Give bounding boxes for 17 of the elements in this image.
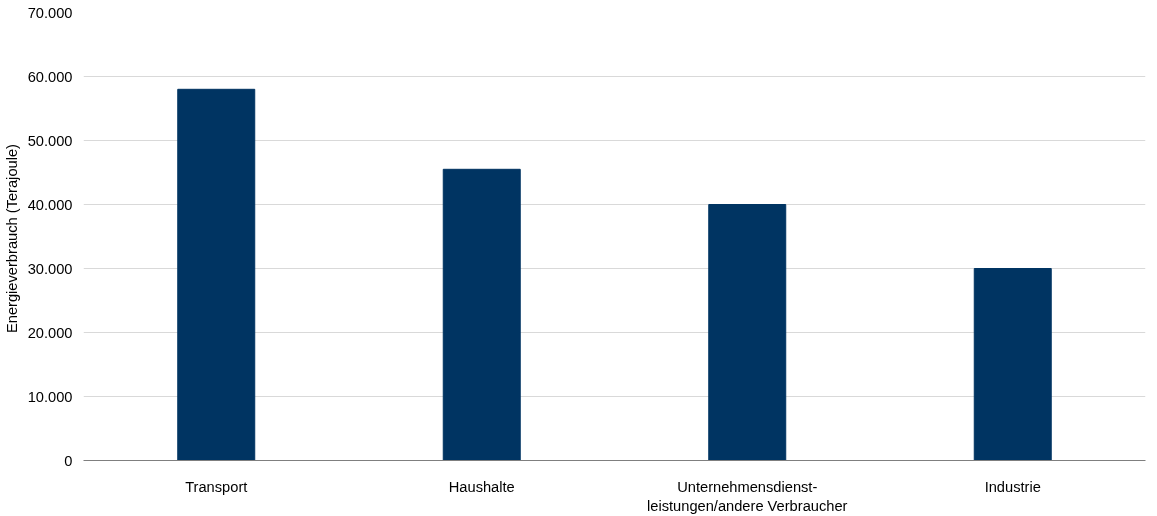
bar — [973, 268, 1052, 461]
x-tick-label: Transport — [185, 478, 248, 495]
bar — [708, 204, 787, 461]
bar — [442, 168, 521, 461]
y-tick-label: 0 — [64, 452, 73, 469]
y-tick-label: 10.000 — [27, 388, 73, 405]
x-tick-label: Unternehmensdienst- leistungen/andere Verbraucher — [647, 478, 848, 514]
y-tick-label: 20.000 — [27, 324, 73, 341]
x-tick-label: Industrie — [984, 478, 1041, 495]
y-tick-label: 30.000 — [27, 260, 73, 277]
y-axis-title: Energieverbrauch (Terajoule) — [3, 144, 20, 334]
y-tick-label: 60.000 — [27, 68, 73, 85]
x-tick-label: Haushalte — [448, 478, 515, 495]
y-tick-label: 50.000 — [27, 132, 73, 149]
y-tick-label: 70.000 — [27, 4, 73, 21]
bar — [177, 88, 256, 461]
y-tick-label: 40.000 — [27, 196, 73, 213]
